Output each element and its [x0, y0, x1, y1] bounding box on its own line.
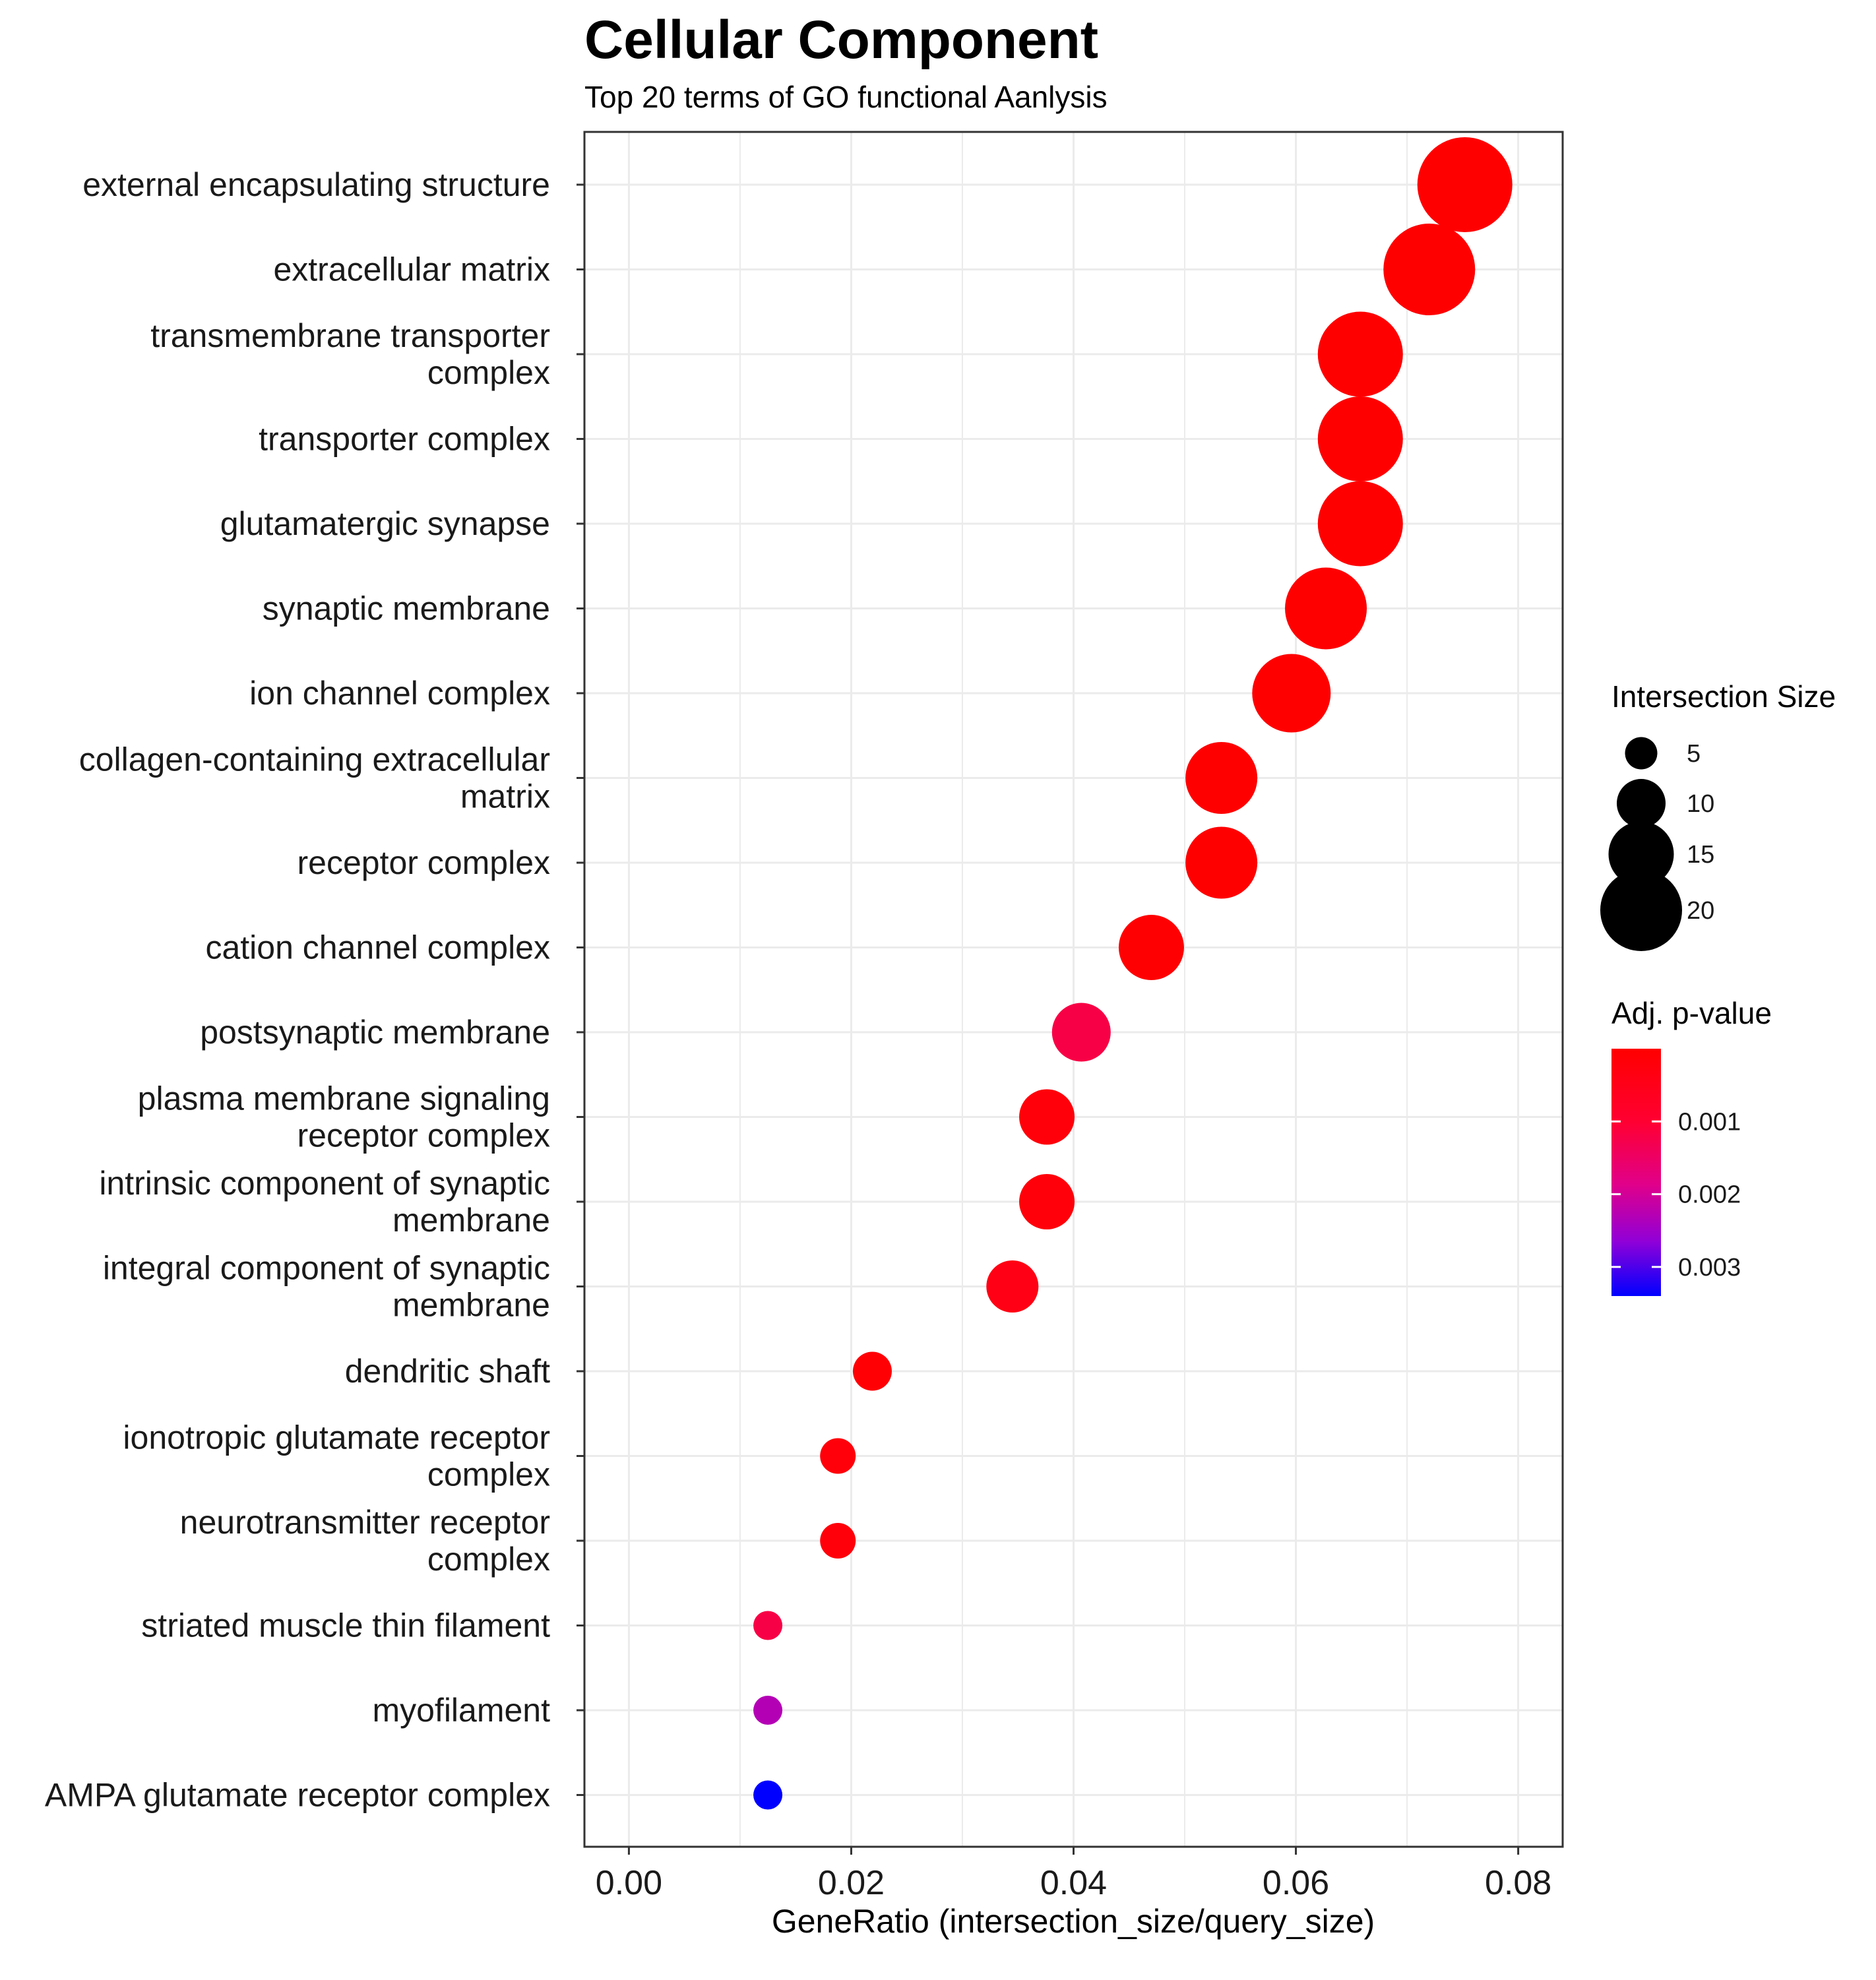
- color-legend-label: 0.001: [1678, 1108, 1741, 1136]
- data-point: [753, 1696, 783, 1725]
- data-point: [820, 1438, 856, 1474]
- size-legend-key: [1608, 821, 1674, 887]
- y-tick-label: neurotransmitter receptor complex: [180, 1504, 550, 1578]
- data-point: [986, 1260, 1039, 1313]
- y-tick-label: external encapsulating structure: [82, 166, 550, 203]
- y-axis: external encapsulating structure extracel…: [45, 166, 584, 1814]
- data-point: [852, 1351, 892, 1391]
- y-tick-label: ionotropic glutamate receptor complex: [123, 1419, 550, 1493]
- y-tick-label: dendritic shaft: [345, 1353, 550, 1390]
- data-point: [1185, 742, 1258, 814]
- y-tick-label: transmembrane transporter complex: [150, 317, 550, 391]
- y-tick-label: postsynaptic membrane: [200, 1014, 550, 1051]
- y-tick-label: receptor complex: [297, 844, 551, 881]
- data-point: [1118, 915, 1184, 980]
- size-legend-key: [1600, 869, 1682, 951]
- color-legend-label: 0.002: [1678, 1181, 1741, 1209]
- color-legend-title: Adj. p-value: [1611, 996, 1772, 1030]
- data-point: [753, 1780, 783, 1810]
- color-legend: Adj. p-value 0.001 0.002 0.003: [1611, 996, 1772, 1296]
- chart-subtitle: Top 20 terms of GO functional Aanlysis: [584, 80, 1108, 114]
- y-tick-label: transporter complex: [259, 421, 550, 458]
- data-point: [1019, 1089, 1075, 1145]
- x-tick-label: 0.08: [1485, 1864, 1551, 1902]
- points-layer: [753, 137, 1513, 1810]
- size-legend-title: Intersection Size: [1611, 679, 1836, 714]
- data-point: [1383, 224, 1476, 315]
- y-tick-label: integral component of synaptic membrane: [103, 1250, 550, 1324]
- y-tick-label: AMPA glutamate receptor complex: [45, 1777, 550, 1814]
- size-legend-label: 15: [1687, 841, 1714, 869]
- size-legend-key: [1617, 779, 1666, 828]
- x-tick-label: 0.06: [1263, 1864, 1329, 1902]
- data-point: [1317, 311, 1403, 397]
- y-tick-label: collagen-containing extracellular matrix: [79, 741, 550, 815]
- data-point: [753, 1611, 783, 1640]
- y-tick-label: synaptic membrane: [263, 590, 550, 627]
- data-point: [1252, 654, 1331, 733]
- data-point: [1185, 826, 1258, 899]
- data-point: [1285, 567, 1367, 650]
- data-point: [1051, 1003, 1111, 1062]
- data-point: [1317, 481, 1403, 567]
- y-tick-label: extracellular matrix: [273, 251, 550, 288]
- x-tick-label: 0.00: [596, 1864, 662, 1902]
- size-legend-label: 20: [1687, 897, 1714, 925]
- y-tick-label: striated muscle thin filament: [141, 1607, 550, 1644]
- x-tick-label: 0.04: [1040, 1864, 1107, 1902]
- y-tick-label: plasma membrane signaling receptor comple…: [138, 1080, 550, 1154]
- y-tick-label: cation channel complex: [205, 929, 550, 966]
- data-point: [1317, 396, 1403, 481]
- x-axis: 0.00 0.02 0.04 0.06 0.08: [596, 1847, 1551, 1902]
- y-tick-label: intrinsic component of synaptic membrane: [99, 1165, 550, 1239]
- size-legend-label: 5: [1687, 740, 1701, 768]
- y-tick-label: glutamatergic synapse: [220, 505, 550, 542]
- data-point: [1019, 1174, 1075, 1229]
- x-axis-title: GeneRatio (intersection_size/query_size): [772, 1903, 1375, 1940]
- y-tick-label: ion channel complex: [249, 675, 550, 712]
- color-legend-bar: [1611, 1049, 1661, 1296]
- size-legend-label: 10: [1687, 790, 1714, 818]
- chart-title: Cellular Component: [584, 10, 1098, 70]
- x-tick-label: 0.02: [818, 1864, 885, 1902]
- color-legend-label: 0.003: [1678, 1254, 1741, 1282]
- size-legend: Intersection Size 5 10 15 20: [1600, 679, 1836, 951]
- y-tick-label: myofilament: [372, 1692, 550, 1729]
- size-legend-key: [1625, 737, 1658, 770]
- data-point: [820, 1523, 856, 1559]
- grid-layer: [584, 132, 1563, 1847]
- data-point: [1417, 137, 1513, 232]
